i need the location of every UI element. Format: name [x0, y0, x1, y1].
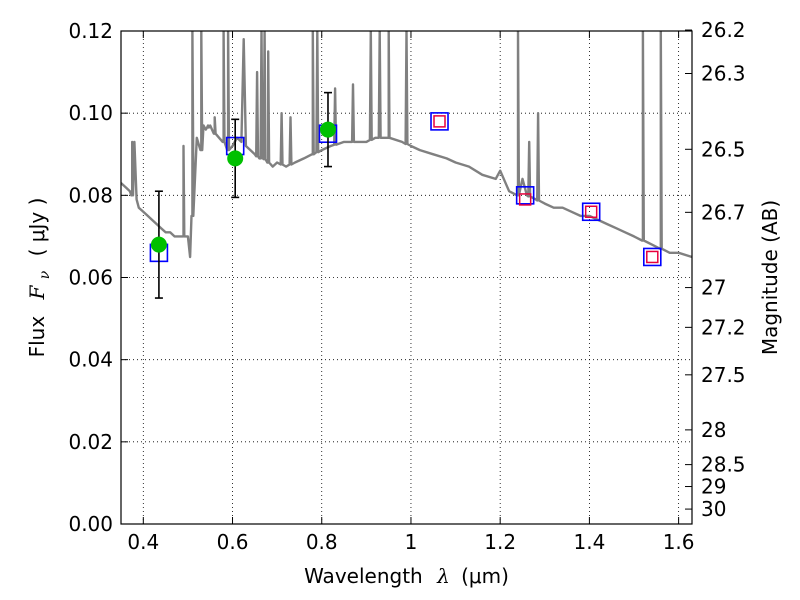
magnitude-tick-label: 28 [701, 418, 726, 442]
magnitude-tick-label: 26.7 [701, 200, 746, 224]
green-circle-marker [227, 150, 244, 167]
green-circle-marker [319, 121, 336, 138]
model-sed-series [121, 31, 692, 259]
y-axis-title: Flux F ν ( μJy ) [25, 198, 54, 358]
x-axis-title: Wavelength λ (μm) [304, 564, 509, 588]
x-axis-title-unit: (μm) [461, 564, 509, 588]
magnitude-tick-label: 26.3 [701, 62, 746, 86]
x-axis-title-text: Wavelength [304, 564, 423, 588]
magnitude-tick-label: 27 [701, 276, 726, 300]
x-axis-title-symbol: λ [436, 564, 450, 588]
y-tick-label: 0.10 [68, 101, 113, 125]
photometry-points [149, 91, 662, 299]
blue-square-marker [581, 202, 601, 222]
blue-square-marker [515, 186, 535, 205]
y-tick-label: 0.00 [68, 512, 113, 536]
blue-square-marker [642, 247, 662, 267]
magnitude-tick-label: 26.5 [701, 137, 746, 161]
y-axis-title-prefix: Flux [25, 316, 49, 358]
y-tick-label: 0.08 [68, 183, 113, 207]
magnitude-tick-label: 30 [701, 497, 726, 521]
y-axis-title-unit: ( μJy ) [25, 198, 49, 257]
x-tick-label: 1.2 [484, 530, 516, 554]
x-tick-label: 0.6 [217, 530, 249, 554]
y-tick-label: 0.02 [68, 430, 113, 454]
magnitude-tick-label: 27.5 [701, 363, 746, 387]
red-square-marker [433, 115, 446, 128]
blue-square-marker [430, 112, 449, 131]
magnitude-tick-label: 26.2 [701, 18, 746, 42]
x-tick-label: 0.4 [127, 530, 159, 554]
y-axis-title-symbol: F [25, 284, 49, 300]
y-axis-title-subscript: ν [37, 270, 53, 279]
x-tick-label: 1 [405, 530, 418, 554]
red-square-marker [584, 205, 598, 219]
red-square-marker [518, 193, 532, 206]
magnitude-axis-title: Magnitude (AB) [758, 200, 782, 355]
magnitude-tick-label: 27.2 [701, 315, 746, 339]
x-tick-label: 1.4 [573, 530, 605, 554]
y-tick-label: 0.06 [68, 266, 113, 290]
y-tick-label: 0.12 [68, 19, 113, 43]
red-square-marker [646, 250, 659, 264]
x-tick-label: 1.6 [663, 530, 695, 554]
axis-ticks: 0.4 0.6 0.8 1 1.2 1.4 1.6 0.00 0.02 0.04 0.06 0.08 0… [68, 18, 745, 554]
magnitude-tick-label: 28.5 [701, 453, 746, 477]
x-tick-label: 0.8 [306, 530, 338, 554]
magnitude-tick-label: 29 [701, 475, 726, 499]
y-tick-label: 0.04 [68, 348, 113, 372]
green-circle-marker [150, 236, 167, 253]
sed-line [121, 31, 692, 259]
